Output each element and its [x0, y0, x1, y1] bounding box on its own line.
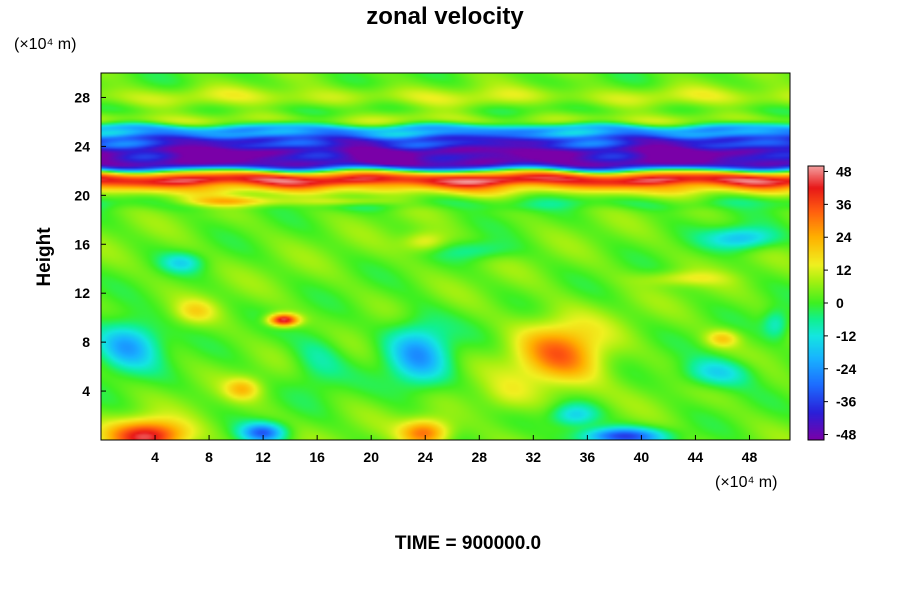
colorbar-tick-label: 36 [836, 196, 852, 212]
chart-title: zonal velocity [366, 3, 524, 30]
colorbar-ticks: 48 36 24 12 0 -12 -24 -36 -48 [824, 163, 856, 443]
time-label: TIME = 900000.0 [395, 533, 541, 554]
x-axis-ticks: 4 8 12 16 20 24 28 32 36 40 44 48 [151, 435, 757, 465]
colorbar-tick-label: 0 [836, 295, 844, 311]
colorbar-tick-label: -48 [836, 427, 856, 443]
x-tick-label: 48 [742, 449, 758, 465]
y-tick-label: 20 [74, 187, 90, 203]
x-axis-unit: (×10⁴ m) [715, 474, 777, 491]
colorbar-tick-label: -36 [836, 394, 856, 410]
y-tick-label: 4 [82, 383, 90, 399]
y-tick-label: 28 [74, 89, 90, 105]
x-tick-label: 28 [471, 449, 487, 465]
heatmap-field [101, 73, 790, 440]
heatmap-area [100, 72, 791, 441]
colorbar-tick-label: 24 [836, 229, 852, 245]
x-tick-label: 40 [634, 449, 650, 465]
x-tick-label: 24 [417, 449, 433, 465]
x-tick-label: 12 [255, 449, 271, 465]
colorbar: 48 36 24 12 0 -12 -24 -36 -48 [807, 163, 856, 443]
x-tick-label: 8 [205, 449, 213, 465]
colorbar-gradient [808, 166, 824, 440]
x-tick-label: 36 [580, 449, 596, 465]
x-tick-label: 20 [363, 449, 379, 465]
colorbar-tick-label: 12 [836, 262, 852, 278]
plot-frame [100, 72, 791, 441]
y-axis-unit: (×10⁴ m) [14, 36, 76, 53]
x-tick-label: 16 [309, 449, 325, 465]
y-axis-ticks: 4 8 12 16 20 24 28 [74, 89, 106, 399]
x-tick-label: 44 [688, 449, 704, 465]
colorbar-tick-label: -24 [836, 361, 856, 377]
x-tick-label: 32 [526, 449, 542, 465]
x-tick-label: 4 [151, 449, 159, 465]
y-tick-label: 8 [82, 334, 90, 350]
y-tick-label: 24 [74, 138, 90, 154]
y-tick-label: 12 [74, 285, 90, 301]
colorbar-tick-label: -12 [836, 328, 856, 344]
y-tick-label: 16 [74, 236, 90, 252]
colorbar-tick-label: 48 [836, 163, 852, 179]
y-axis-label: Height [34, 227, 55, 287]
